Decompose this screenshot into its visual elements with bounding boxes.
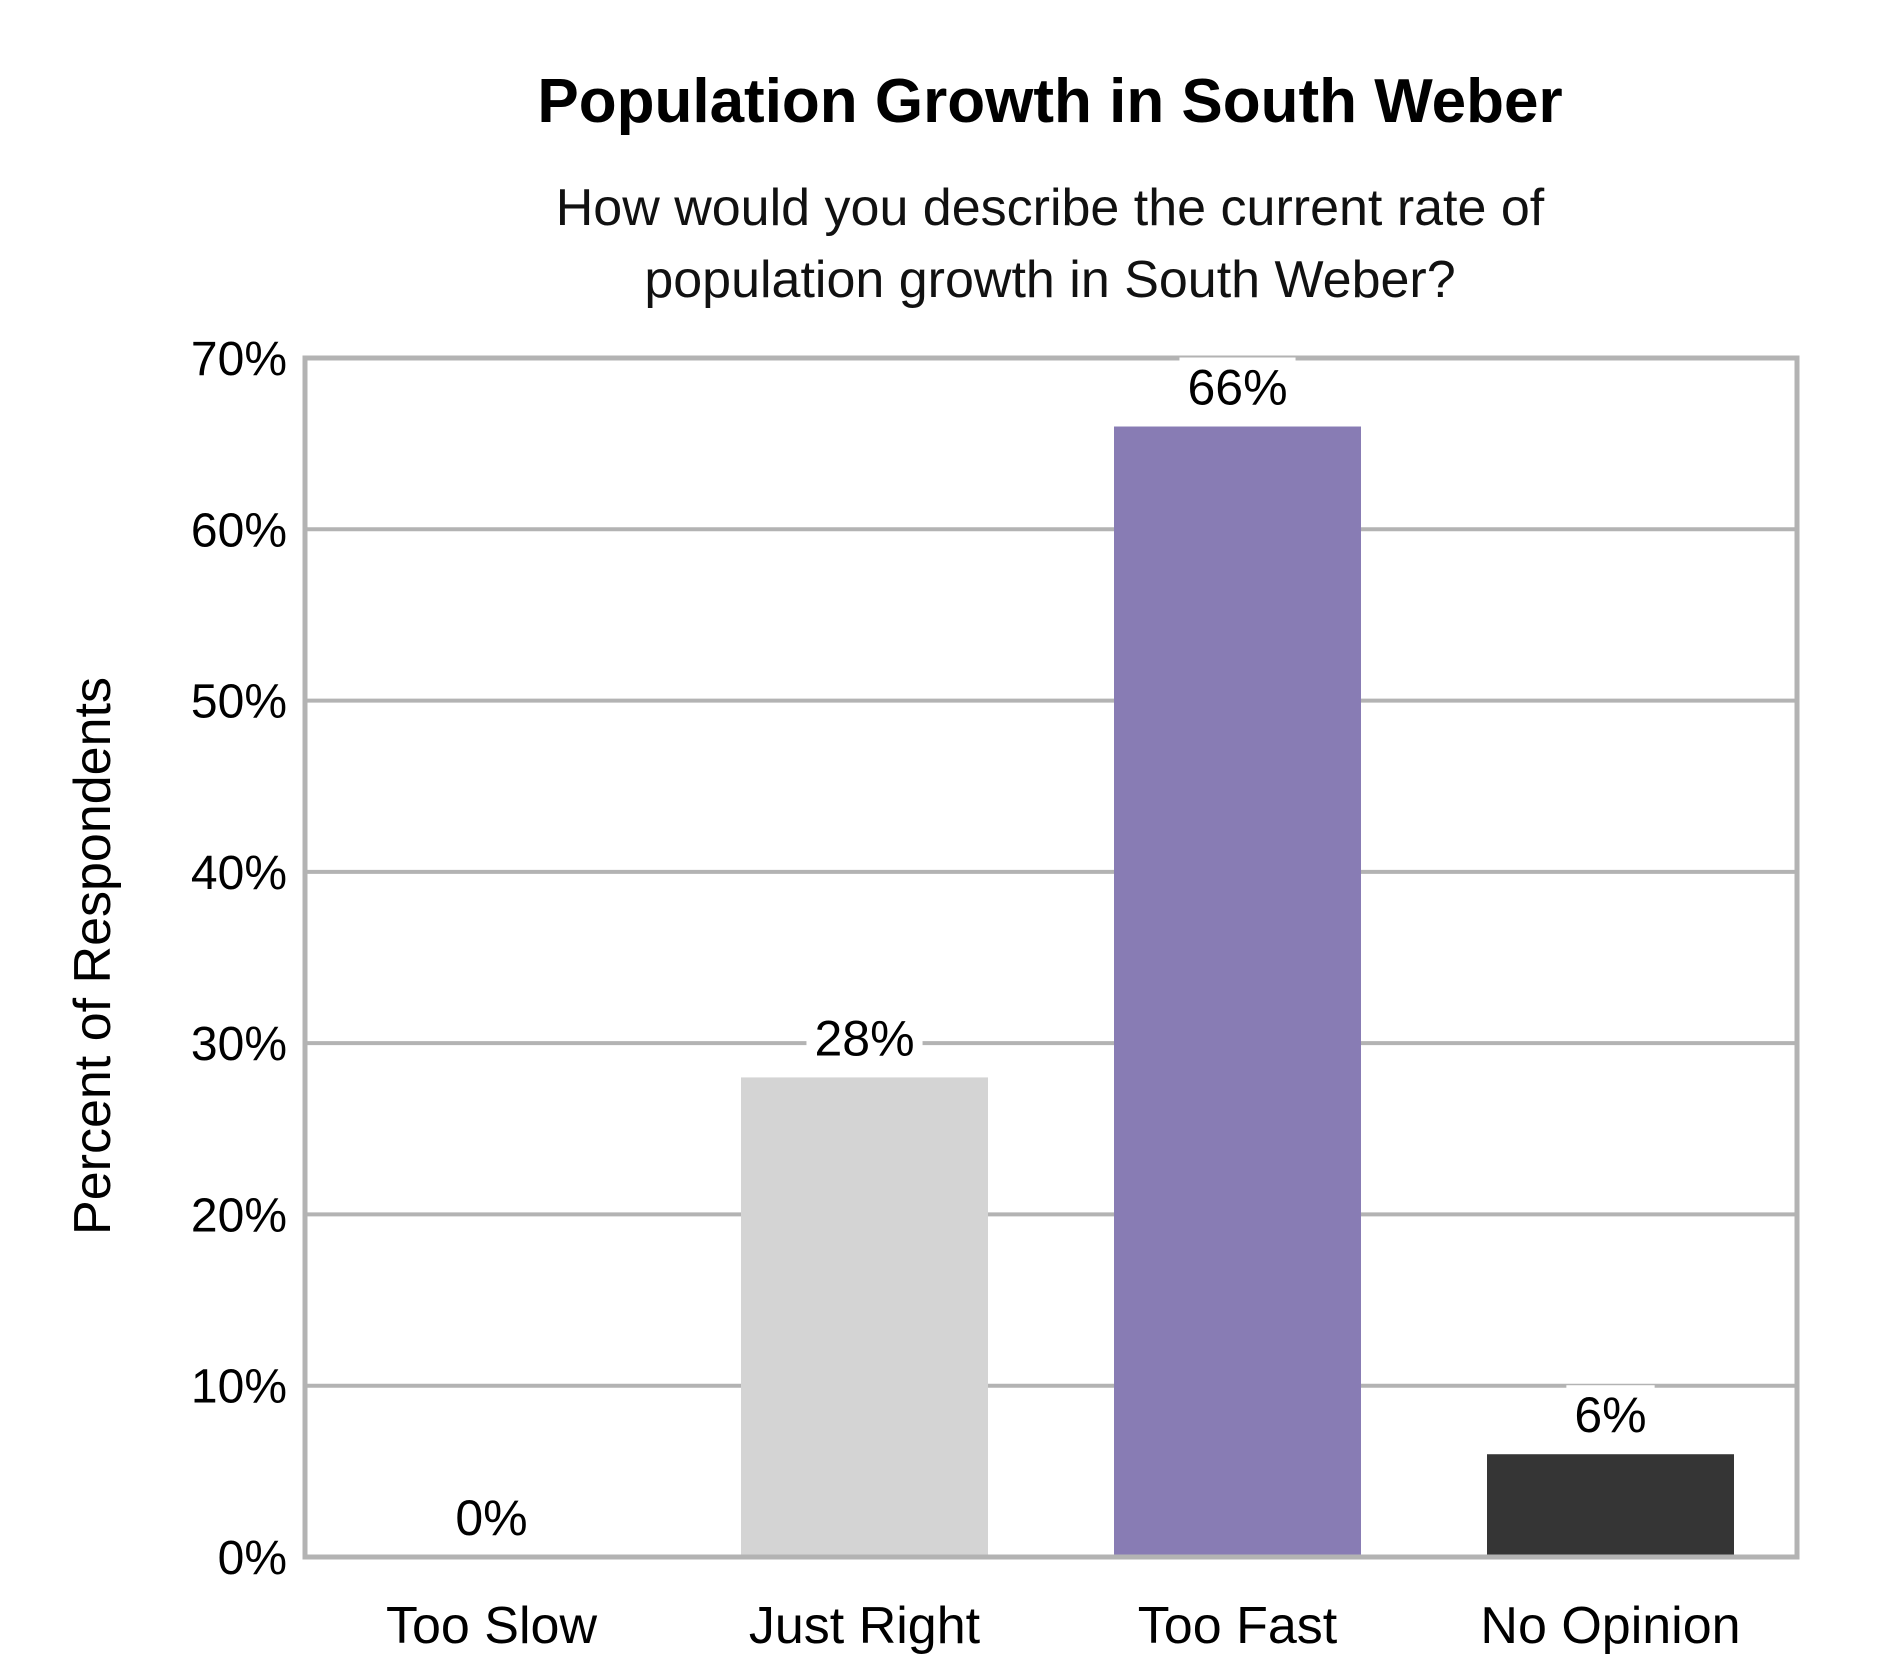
x-category-label: No Opinion — [1480, 1597, 1740, 1655]
y-tick-label: 40% — [191, 847, 287, 900]
gridlines — [305, 527, 1797, 1388]
bar — [1487, 1454, 1734, 1557]
y-axis-ticks: 0% 10% 20% 30% 40% 50% 60% 70% — [191, 333, 287, 1585]
x-category-label: Just Right — [749, 1597, 981, 1655]
chart-title: Population Growth in South Weber — [537, 67, 1562, 136]
data-label: 6% — [1574, 1387, 1646, 1443]
data-label-background — [447, 1488, 536, 1548]
y-tick-label: 10% — [191, 1361, 287, 1414]
x-axis-categories: Too Slow Just Right Too Fast No Opinion — [386, 1597, 1741, 1655]
data-label: 66% — [1187, 360, 1287, 416]
data-label-background — [1179, 357, 1296, 418]
x-category-label: Too Fast — [1138, 1597, 1338, 1655]
bar — [741, 1077, 988, 1557]
y-tick-label: 30% — [191, 1018, 287, 1071]
chart-subtitle-line-2: population growth in South Weber? — [644, 251, 1455, 309]
bars — [741, 426, 1734, 1557]
y-tick-label: 50% — [191, 676, 287, 729]
y-tick-label: 60% — [191, 504, 287, 557]
data-label: 28% — [814, 1010, 914, 1066]
y-tick-label: 0% — [218, 1532, 287, 1585]
bar — [1114, 426, 1361, 1557]
data-label-background — [806, 1008, 923, 1069]
data-label-background — [1566, 1385, 1655, 1446]
x-category-label: Too Slow — [386, 1597, 597, 1655]
plot-frame — [302, 355, 1800, 1560]
y-tick-label: 20% — [191, 1189, 287, 1242]
chart-subtitle-line-1: How would you describe the current rate … — [556, 179, 1545, 237]
y-axis-label: Percent of Respondents — [64, 677, 122, 1235]
data-label: 0% — [455, 1490, 527, 1546]
data-labels: 0% 28% 66% 6% — [447, 357, 1655, 1548]
y-tick-label: 70% — [191, 333, 287, 386]
